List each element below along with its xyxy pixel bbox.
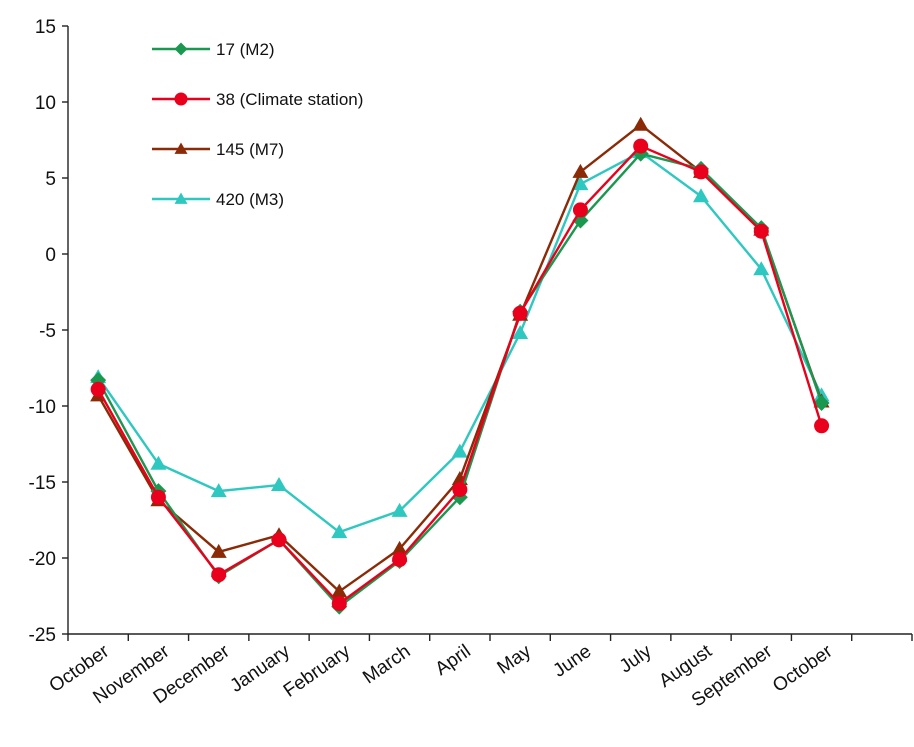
data-point — [210, 543, 227, 558]
data-point — [211, 567, 227, 583]
legend-entry: 38 (Climate station) — [152, 90, 363, 109]
legend-label: 38 (Climate station) — [216, 90, 363, 109]
series-layer — [90, 116, 830, 615]
legend-label: 17 (M2) — [216, 40, 275, 59]
y-tick-label: 5 — [45, 169, 56, 190]
data-point — [753, 223, 769, 239]
x-tick-label: March — [359, 641, 414, 688]
data-point — [150, 455, 167, 470]
x-tick-label: July — [616, 641, 656, 678]
data-point — [331, 524, 348, 539]
x-tick-label: May — [494, 641, 536, 679]
data-point — [813, 394, 830, 411]
data-point — [572, 202, 588, 218]
series-line — [97, 123, 823, 593]
axes: 151050-5-10-15-20-25OctoberNovemberDecem… — [29, 17, 913, 711]
data-point — [392, 552, 408, 568]
data-point — [391, 502, 408, 517]
y-tick-label: -5 — [39, 321, 56, 342]
data-point — [633, 138, 649, 154]
data-point — [271, 477, 287, 492]
x-tick-label: October — [769, 641, 837, 697]
legend-marker — [174, 142, 188, 154]
legend-label: 145 (M7) — [216, 140, 284, 159]
y-tick-label: -10 — [29, 397, 56, 418]
legend-entry: 420 (M3) — [152, 190, 284, 209]
y-tick-label: 15 — [35, 17, 56, 38]
data-point — [693, 188, 709, 203]
series-line — [97, 144, 823, 605]
legend-marker — [174, 192, 188, 204]
data-point — [331, 596, 347, 612]
series-line — [97, 152, 823, 608]
data-point — [693, 164, 709, 180]
legend: 17 (M2) 38 (Climate station) 145 (M7) 420 (… — [152, 40, 363, 209]
data-point — [210, 483, 227, 498]
y-tick-label: 0 — [45, 245, 56, 266]
data-point — [814, 418, 830, 434]
data-point — [572, 163, 589, 178]
legend-marker — [174, 92, 188, 106]
data-point — [331, 583, 348, 598]
legend-entry: 17 (M2) — [152, 40, 275, 59]
data-point — [452, 482, 468, 498]
data-point — [632, 116, 649, 131]
data-point — [512, 325, 529, 340]
data-point — [451, 443, 468, 458]
y-tick-label: -25 — [29, 625, 56, 646]
data-point — [271, 532, 287, 548]
x-tick-label: June — [549, 641, 595, 682]
legend-marker — [174, 42, 188, 56]
data-point — [150, 489, 166, 505]
data-point — [391, 540, 408, 555]
y-tick-label: 10 — [35, 93, 56, 114]
data-point — [90, 381, 106, 397]
data-point — [572, 176, 589, 191]
y-tick-label: -15 — [29, 473, 56, 494]
legend-entry: 145 (M7) — [152, 140, 284, 159]
data-point — [512, 305, 528, 321]
x-tick-label: April — [432, 641, 475, 680]
series-1 — [90, 138, 830, 612]
legend-label: 420 (M3) — [216, 190, 284, 209]
data-point — [753, 261, 770, 276]
y-tick-label: -20 — [29, 549, 56, 570]
x-tick-label: February — [280, 641, 355, 702]
